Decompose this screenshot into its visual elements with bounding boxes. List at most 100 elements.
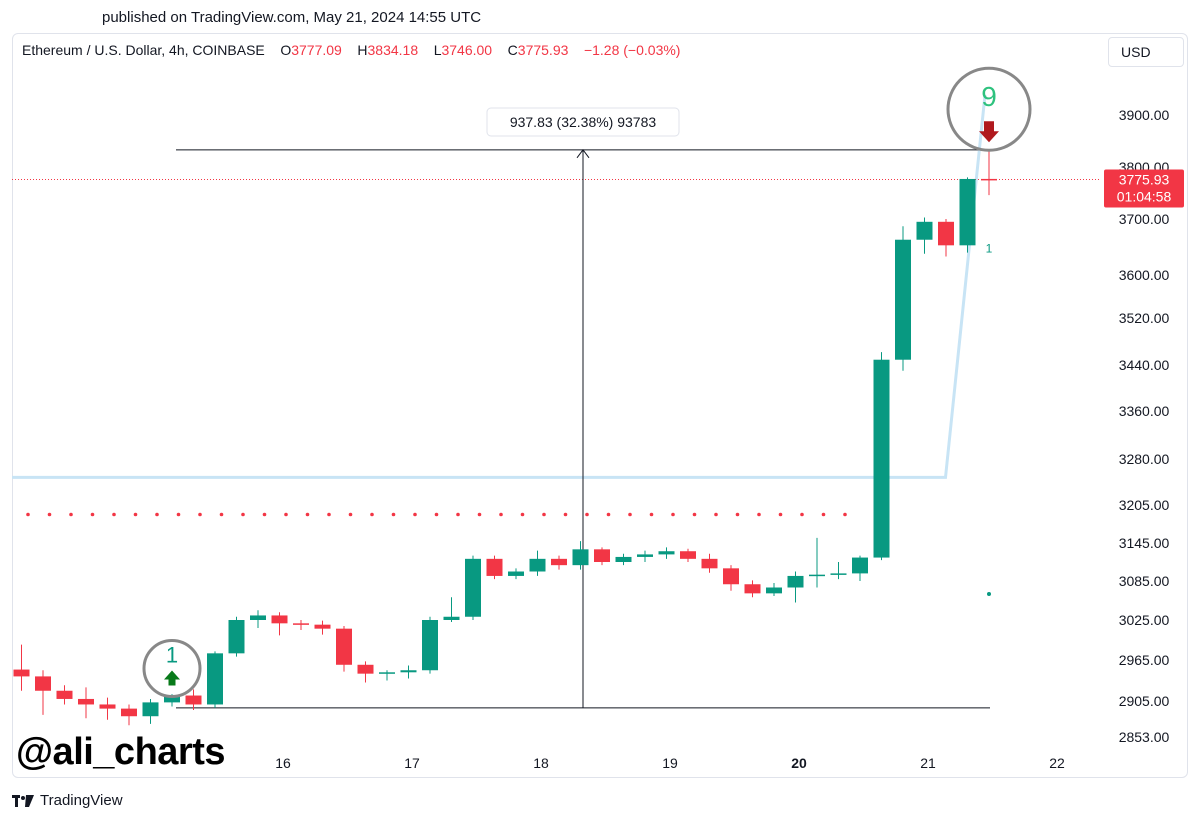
candle-up bbox=[250, 615, 266, 620]
candle-down bbox=[293, 623, 309, 625]
candle-up bbox=[465, 558, 481, 617]
close-key: C bbox=[507, 42, 518, 58]
candle-up bbox=[400, 670, 417, 673]
level-dot bbox=[176, 512, 181, 517]
level-dot bbox=[456, 512, 460, 517]
level-dot bbox=[778, 512, 783, 517]
candle-down bbox=[723, 568, 739, 585]
candle-down bbox=[594, 549, 610, 562]
level-dot bbox=[69, 512, 73, 517]
level-dot bbox=[391, 512, 396, 517]
candle-up bbox=[572, 549, 589, 566]
level-dot bbox=[585, 512, 589, 517]
candle-up bbox=[766, 587, 782, 594]
level-dot bbox=[284, 512, 288, 517]
level-dot bbox=[262, 512, 267, 517]
last-price-countdown: 01:04:58 bbox=[1117, 189, 1172, 205]
y-tick-label: 3205.00 bbox=[1119, 497, 1170, 513]
candle-up bbox=[615, 556, 632, 562]
y-tick-label: 2853.00 bbox=[1119, 729, 1170, 745]
low-value: 3746.00 bbox=[441, 42, 493, 58]
level-dot bbox=[219, 512, 224, 517]
candle-down bbox=[981, 178, 997, 181]
candle-down bbox=[938, 221, 954, 246]
level-dot bbox=[542, 512, 546, 517]
buy-setup-circle bbox=[142, 639, 202, 699]
candle-down bbox=[357, 664, 374, 674]
signal-dot bbox=[987, 592, 991, 596]
candle-up bbox=[830, 573, 847, 575]
level-dot bbox=[649, 512, 654, 517]
author-watermark: @ali_charts bbox=[16, 731, 226, 773]
y-tick-label: 3085.00 bbox=[1119, 573, 1170, 589]
x-tick-label: 22 bbox=[1049, 755, 1065, 771]
level-dot bbox=[413, 512, 417, 517]
buy-setup-count: 1 bbox=[166, 643, 178, 668]
level-dot bbox=[327, 512, 331, 517]
candle-up bbox=[207, 653, 223, 705]
level-dot bbox=[563, 512, 568, 517]
level-dot bbox=[241, 512, 245, 517]
y-tick-label: 2965.00 bbox=[1119, 652, 1170, 668]
level-dot bbox=[606, 512, 611, 517]
candle-up bbox=[228, 620, 245, 654]
x-tick-label: 20 bbox=[791, 755, 807, 771]
level-dot bbox=[800, 512, 804, 517]
candle-up bbox=[637, 554, 653, 557]
candle-down bbox=[185, 695, 202, 705]
currency-button[interactable]: USD bbox=[1108, 37, 1184, 67]
level-dot bbox=[843, 512, 847, 517]
level-dot bbox=[434, 512, 439, 517]
level-dot bbox=[520, 512, 525, 517]
buy-arrow-icon bbox=[164, 670, 180, 686]
candle-down bbox=[680, 551, 696, 559]
chart-frame bbox=[12, 33, 1188, 778]
level-dot bbox=[348, 512, 353, 517]
candle-up bbox=[422, 620, 438, 671]
candle-down bbox=[35, 676, 51, 691]
candle-up bbox=[959, 178, 976, 246]
high-key: H bbox=[357, 42, 368, 58]
y-tick-label: 3145.00 bbox=[1119, 535, 1170, 551]
y-tick-label: 3025.00 bbox=[1119, 612, 1170, 628]
y-tick-label: 3360.00 bbox=[1119, 403, 1170, 419]
candle-up bbox=[379, 672, 395, 674]
sell-setup-count: 9 bbox=[981, 81, 997, 112]
level-dot bbox=[692, 512, 697, 517]
candle-up bbox=[787, 575, 804, 588]
candle-up bbox=[443, 616, 460, 620]
symbol-header: Ethereum / U.S. Dollar, 4h, COINBASE O37… bbox=[22, 42, 680, 58]
level-dot bbox=[112, 512, 116, 517]
last-price-label-box bbox=[1104, 169, 1184, 208]
measure-label: 937.83 (32.38%) 93783 bbox=[510, 114, 657, 130]
level-dot bbox=[499, 512, 503, 517]
y-tick-label: 3700.00 bbox=[1119, 211, 1170, 227]
level-dot bbox=[305, 512, 310, 517]
candle-up bbox=[529, 558, 546, 572]
change-value: −1.28 (−0.03%) bbox=[583, 42, 681, 58]
level-dot bbox=[26, 512, 30, 517]
measure-arrow-head bbox=[576, 149, 590, 159]
brand-name: TradingView bbox=[40, 792, 123, 809]
tradingview-logo[interactable]: TradingView bbox=[12, 792, 123, 809]
level-dot bbox=[735, 512, 740, 517]
measure-label-box bbox=[486, 107, 680, 137]
candle-up bbox=[508, 571, 524, 576]
level-dot bbox=[477, 512, 482, 517]
level-dot bbox=[671, 512, 675, 517]
level-dot bbox=[198, 512, 202, 517]
moving-average-line bbox=[12, 94, 987, 479]
candle-down bbox=[486, 558, 503, 576]
y-tick-label: 3280.00 bbox=[1119, 451, 1170, 467]
y-tick-label: 3900.00 bbox=[1119, 107, 1170, 123]
y-tick-label: 3440.00 bbox=[1119, 357, 1170, 373]
candle-up bbox=[809, 574, 825, 577]
candle-down bbox=[78, 698, 94, 705]
candle-down bbox=[744, 584, 761, 594]
candle-down bbox=[271, 615, 288, 624]
x-tick-label: 16 bbox=[275, 755, 291, 771]
candle-up bbox=[658, 551, 675, 555]
symbol-title: Ethereum / U.S. Dollar, 4h, COINBASE bbox=[22, 42, 265, 58]
last-price-value: 3775.93 bbox=[1119, 172, 1170, 188]
